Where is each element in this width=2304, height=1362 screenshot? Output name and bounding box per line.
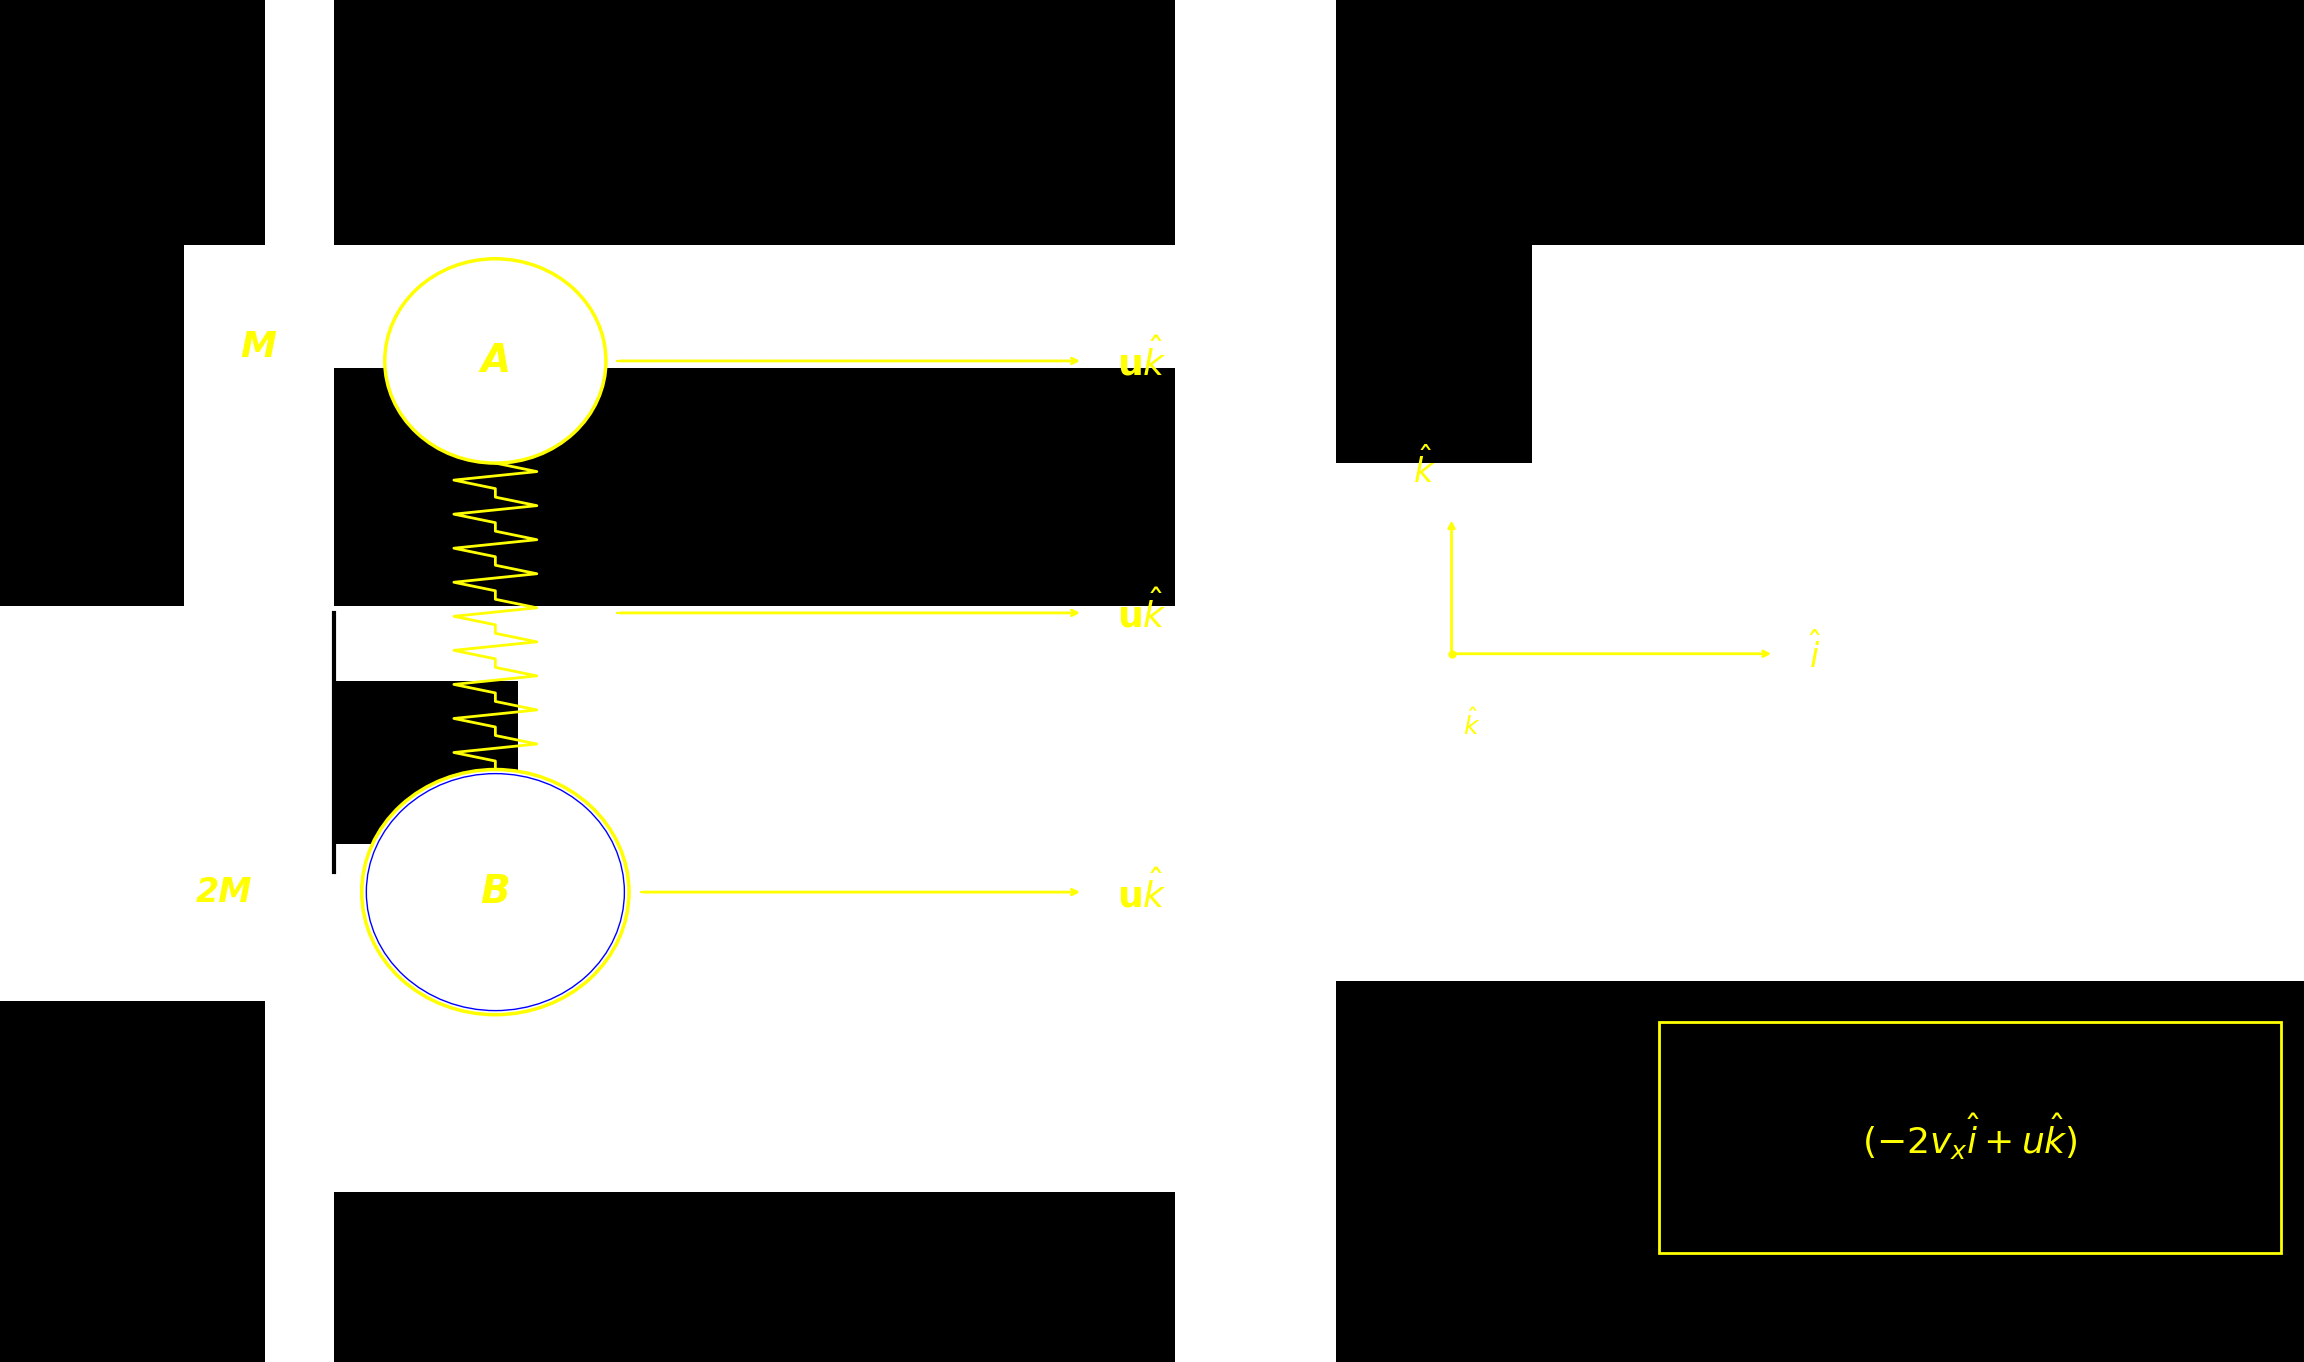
Bar xyxy=(1336,245,1532,463)
Text: M: M xyxy=(240,331,276,364)
Bar xyxy=(0,1001,265,1362)
Text: 2M: 2M xyxy=(196,876,251,908)
Bar xyxy=(334,1192,1175,1362)
Text: u$\hat{k}$: u$\hat{k}$ xyxy=(1117,870,1168,914)
Text: $\hat{i}$: $\hat{i}$ xyxy=(1809,633,1822,674)
Bar xyxy=(1336,0,2304,245)
Ellipse shape xyxy=(385,259,606,463)
Bar xyxy=(1659,981,2304,1362)
Bar xyxy=(1659,1022,2281,1253)
Text: A: A xyxy=(479,342,511,380)
Text: $\hat{k}$: $\hat{k}$ xyxy=(1463,708,1481,740)
Text: u$\hat{k}$: u$\hat{k}$ xyxy=(1117,591,1168,635)
Ellipse shape xyxy=(362,770,629,1015)
Bar xyxy=(0,0,265,245)
Bar xyxy=(0,245,184,606)
Text: B: B xyxy=(482,873,509,911)
Text: u$\hat{k}$: u$\hat{k}$ xyxy=(1117,339,1168,383)
Bar xyxy=(1336,981,1659,1362)
Text: $\hat{k}$: $\hat{k}$ xyxy=(1412,448,1435,490)
Bar xyxy=(334,368,1175,606)
Bar xyxy=(334,0,1175,245)
Bar xyxy=(334,681,518,844)
Bar xyxy=(1659,0,2304,245)
Text: $(-2v_x\hat{i} + u\hat{k})$: $(-2v_x\hat{i} + u\hat{k})$ xyxy=(1862,1113,2078,1162)
